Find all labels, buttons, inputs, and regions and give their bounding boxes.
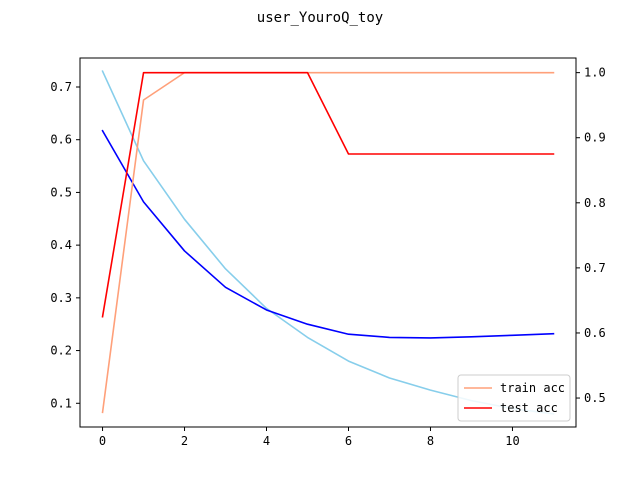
legend-box xyxy=(457,374,571,422)
x-tick-label-5: 10 xyxy=(505,434,519,448)
x-tick-label-4: 8 xyxy=(427,434,434,448)
left-y-tick-label-3: 0.4 xyxy=(50,238,72,252)
left-y-tick-label-2: 0.3 xyxy=(50,291,72,305)
right-y-tick-label-5: 1.0 xyxy=(584,66,606,80)
left-y-tick-label-4: 0.5 xyxy=(50,185,72,199)
right-y-tick-label-3: 0.8 xyxy=(584,196,606,210)
plot-frame xyxy=(79,57,577,428)
right-y-tick-label-4: 0.9 xyxy=(584,131,606,145)
right-y-tick-label-1: 0.6 xyxy=(584,326,606,340)
series-line-0 xyxy=(101,70,555,415)
x-tick-label-3: 6 xyxy=(345,434,352,448)
chart-title: user_YouroQ_toy xyxy=(257,10,383,26)
left-y-axis: 0.1 0.2 0.3 0.4 0.5 0.6 0.7 xyxy=(50,80,80,410)
legend: train acc test acc xyxy=(457,374,571,422)
left-y-tick-label-1: 0.2 xyxy=(50,344,72,358)
left-y-tick-label-5: 0.6 xyxy=(50,133,72,147)
right-y-tick-label-2: 0.7 xyxy=(584,261,606,275)
x-tick-label-1: 2 xyxy=(181,434,188,448)
legend-label-1: test acc xyxy=(500,401,558,415)
series-line-1 xyxy=(101,129,555,339)
series-line-3 xyxy=(101,71,555,318)
right-y-tick-label-0: 0.5 xyxy=(584,391,606,405)
x-tick-label-2: 4 xyxy=(263,434,270,448)
right-y-axis: 0.5 0.6 0.7 0.8 0.9 1.0 xyxy=(576,66,606,405)
legend-label-0: train acc xyxy=(500,381,565,395)
series-layer xyxy=(101,70,555,415)
left-y-tick-label-6: 0.7 xyxy=(50,80,72,94)
x-axis: 0 2 4 6 8 10 xyxy=(99,427,520,448)
left-y-tick-label-0: 0.1 xyxy=(50,396,72,410)
x-tick-label-0: 0 xyxy=(99,434,106,448)
series-line-2 xyxy=(101,71,555,414)
